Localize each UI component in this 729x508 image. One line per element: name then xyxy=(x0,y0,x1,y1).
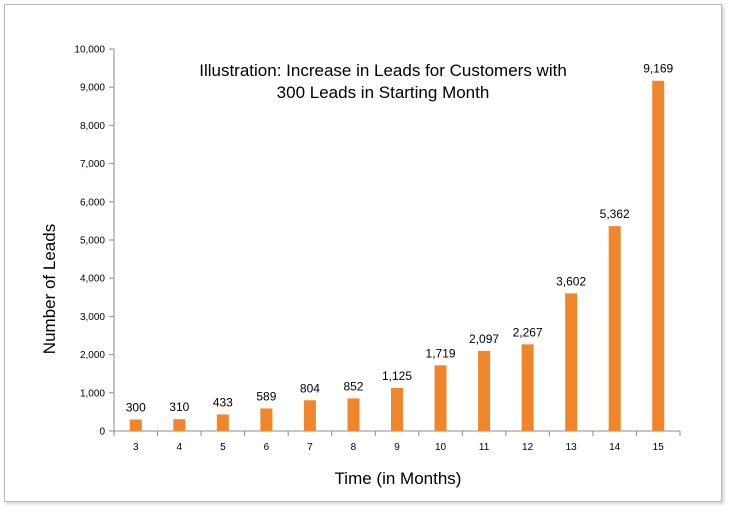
data-label: 1,719 xyxy=(426,346,456,360)
data-label: 1,125 xyxy=(382,369,412,383)
y-tick-label: 5,000 xyxy=(80,236,105,247)
x-tick-label: 11 xyxy=(479,442,490,453)
data-label: 3,602 xyxy=(556,274,586,288)
x-tick-label: 6 xyxy=(264,442,270,453)
chart-title-line-2: 300 Leads in Starting Month xyxy=(277,83,490,102)
x-tick-label: 15 xyxy=(653,442,665,453)
chart-title-line-1: Illustration: Increase in Leads for Cust… xyxy=(199,61,567,80)
bar xyxy=(216,414,229,431)
data-label: 9,169 xyxy=(643,62,673,76)
bar xyxy=(303,400,316,431)
bar xyxy=(521,344,534,431)
y-tick-label: 6,000 xyxy=(80,197,105,208)
x-tick-label: 10 xyxy=(435,442,447,453)
bar xyxy=(652,80,665,431)
y-tick-label: 10,000 xyxy=(74,45,105,56)
bar xyxy=(391,388,403,431)
y-tick-label: 4,000 xyxy=(80,274,105,285)
y-tick-label: 7,000 xyxy=(80,159,105,170)
x-tick-label: 9 xyxy=(394,442,400,453)
data-label: 5,362 xyxy=(600,207,630,221)
bar xyxy=(434,365,447,431)
data-label: 2,267 xyxy=(513,325,543,339)
x-tick-label: 3 xyxy=(133,442,139,453)
bar xyxy=(478,350,491,431)
data-label: 300 xyxy=(126,401,146,415)
chart-frame xyxy=(4,4,722,502)
x-tick-label: 7 xyxy=(307,442,313,453)
y-tick-label: 1,000 xyxy=(80,388,105,399)
bar xyxy=(173,419,186,431)
bar xyxy=(608,226,621,431)
y-tick-label: 9,000 xyxy=(80,83,105,94)
bar xyxy=(565,293,578,431)
data-label: 433 xyxy=(213,395,233,409)
y-tick-label: 0 xyxy=(99,427,105,438)
x-tick-label: 12 xyxy=(522,442,534,453)
bar xyxy=(347,398,360,431)
y-tick-label: 8,000 xyxy=(80,121,105,132)
x-tick-label: 4 xyxy=(177,442,183,453)
data-label: 589 xyxy=(256,390,276,404)
data-label: 310 xyxy=(169,400,189,414)
x-tick-label: 13 xyxy=(566,442,578,453)
y-axis-label: Number of Leads xyxy=(40,224,59,354)
bar xyxy=(129,419,142,431)
x-axis-label: Time (in Months) xyxy=(335,469,462,488)
data-label: 852 xyxy=(343,379,363,393)
y-tick-label: 2,000 xyxy=(80,350,105,361)
x-tick-label: 14 xyxy=(609,442,621,453)
x-tick-label: 5 xyxy=(220,442,226,453)
data-label: 2,097 xyxy=(469,332,499,346)
data-label: 804 xyxy=(300,381,320,395)
bar xyxy=(260,408,273,431)
y-tick-label: 3,000 xyxy=(80,312,105,323)
x-tick-label: 8 xyxy=(351,442,357,453)
